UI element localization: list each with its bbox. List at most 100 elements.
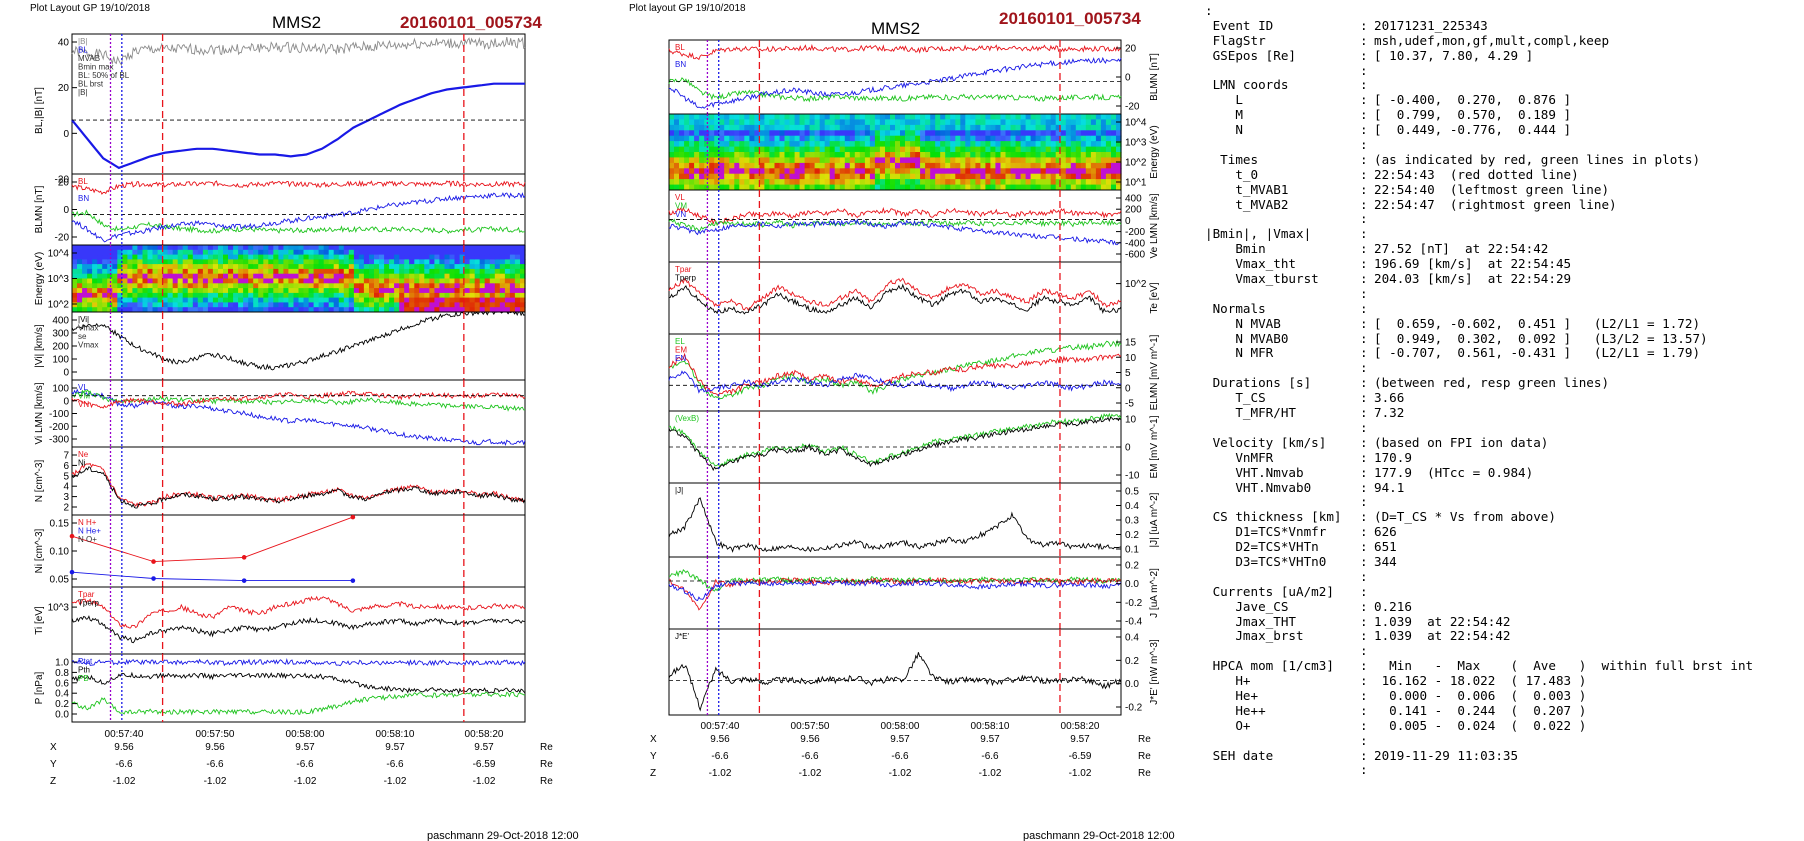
info-value: [ 0.949, 0.302, 0.092 ] (L3/L2 = 13.57) [1374,331,1708,346]
spectrogram-cell [459,268,466,275]
y-axis-label: Te [eV] [1149,282,1160,313]
spectrogram-cell [699,130,705,137]
spectrogram-cell [187,264,194,270]
spectrogram-cell [212,302,219,308]
spectrogram-cell [1015,130,1022,137]
spectrogram-cell [684,162,690,169]
spectrogram-cell [679,114,685,120]
spectrogram-cell [444,259,451,265]
spectrogram-cell [925,152,931,158]
spectrogram-cell [1000,146,1007,153]
spectrogram-cell [739,114,745,120]
spectrogram-cell [278,273,284,280]
spectrogram-cell [494,273,501,280]
spectrogram-cell [424,273,430,280]
spectrogram-cell [1000,184,1007,191]
spectrogram-cell [77,264,83,270]
spectrogram-cell [905,135,911,142]
spectrogram-cell [885,141,891,148]
spectrogram-cell [449,288,456,294]
spectrogram-cell [995,184,1001,191]
data-point [69,533,75,539]
spectrogram-cell [719,124,725,131]
spectrogram-cell [494,254,501,260]
info-colon: : [1360,62,1368,78]
spectrogram-cell [127,278,133,284]
spectrogram-cell [152,307,159,313]
spectrogram-cell [348,297,355,303]
spectrogram-cell [318,273,325,280]
spectrogram-cell [182,273,189,280]
spectrogram-cell [1025,179,1032,186]
spectrogram-cell [1055,173,1062,180]
spectrogram-cell [955,168,961,175]
spectrogram-cell [202,254,209,260]
spectrogram-cell [744,168,750,175]
spectrogram-cell [394,278,400,284]
spectrogram-cell [1085,157,1092,164]
spectrogram-cell [484,297,491,303]
info-key: D3=TCS*VHTn0 [1205,554,1327,569]
spectrogram-cell [112,254,118,260]
spectrogram-cell [784,146,791,153]
spectrogram-cell [338,254,345,260]
spectrogram-cell [794,162,801,169]
spectrogram-cell [167,245,174,251]
spectrogram-cell [404,268,410,275]
spectrogram-cell [152,297,159,303]
spectrogram-cell [404,307,410,313]
spectrogram-cell [338,268,345,275]
spectrogram-cell [409,249,415,256]
spectrogram-cell [935,141,941,148]
spectrogram-cell [844,168,851,175]
spectrogram-cell [197,268,204,275]
spectrogram-cell [218,283,224,289]
spectrogram-cell [409,302,415,308]
y-tick-label: 0 [63,368,69,379]
spectrogram-cell [102,245,108,251]
spectrogram-cell [945,152,951,158]
spectrogram-cell [343,278,350,284]
spectrogram-cell [353,249,360,256]
spectrogram-cell [298,283,305,289]
spectrogram-cell [122,307,128,313]
spectrogram-cell [278,259,284,265]
info-row: HPCA mom [1/cm3]: Min - Max ( Ave ) with… [1205,658,1795,674]
data-point [350,578,356,583]
info-colon: : [1360,137,1368,153]
spectrogram-cell [489,283,496,289]
spectrogram-cell [774,173,781,180]
spectrogram-cell [379,283,385,289]
spectrogram-cell [895,130,901,137]
spectrogram-cell [764,152,770,158]
spectrogram-cell [263,254,269,260]
spectrogram-cell [864,152,871,158]
spectrogram-cell [844,124,851,131]
spectrogram-cell [167,264,174,270]
spectrogram-cell [414,245,420,251]
spectrogram-cell [328,307,335,313]
spectrogram-cell [1020,173,1027,180]
spectrogram-cell [1085,173,1092,180]
spectrogram-cell [117,264,123,270]
spectrogram-cell [935,157,941,164]
spectrogram-cell [955,124,961,131]
info-colon: : [1360,583,1368,599]
spectrogram-cell [394,273,400,280]
spectrogram-cell [874,141,881,148]
spectrogram-cell [930,173,936,180]
info-value: [ 0.799, 0.570, 0.189 ] [1374,108,1572,123]
spectrogram-cell [439,283,445,289]
spectrogram-cell [268,254,274,260]
spectrogram-cell [72,268,78,275]
spectrogram-cell [930,135,936,142]
spectrogram-cell [192,249,199,256]
spectrogram-cell [910,157,916,164]
spectrogram-cell [1100,152,1107,158]
spectrogram-cell [87,249,93,256]
spectrogram-cell [489,297,496,303]
spectrogram-cell [509,288,516,294]
spectrogram-cell [864,130,871,137]
spectrogram-cell [248,307,254,313]
spectrogram-cell [268,283,274,289]
